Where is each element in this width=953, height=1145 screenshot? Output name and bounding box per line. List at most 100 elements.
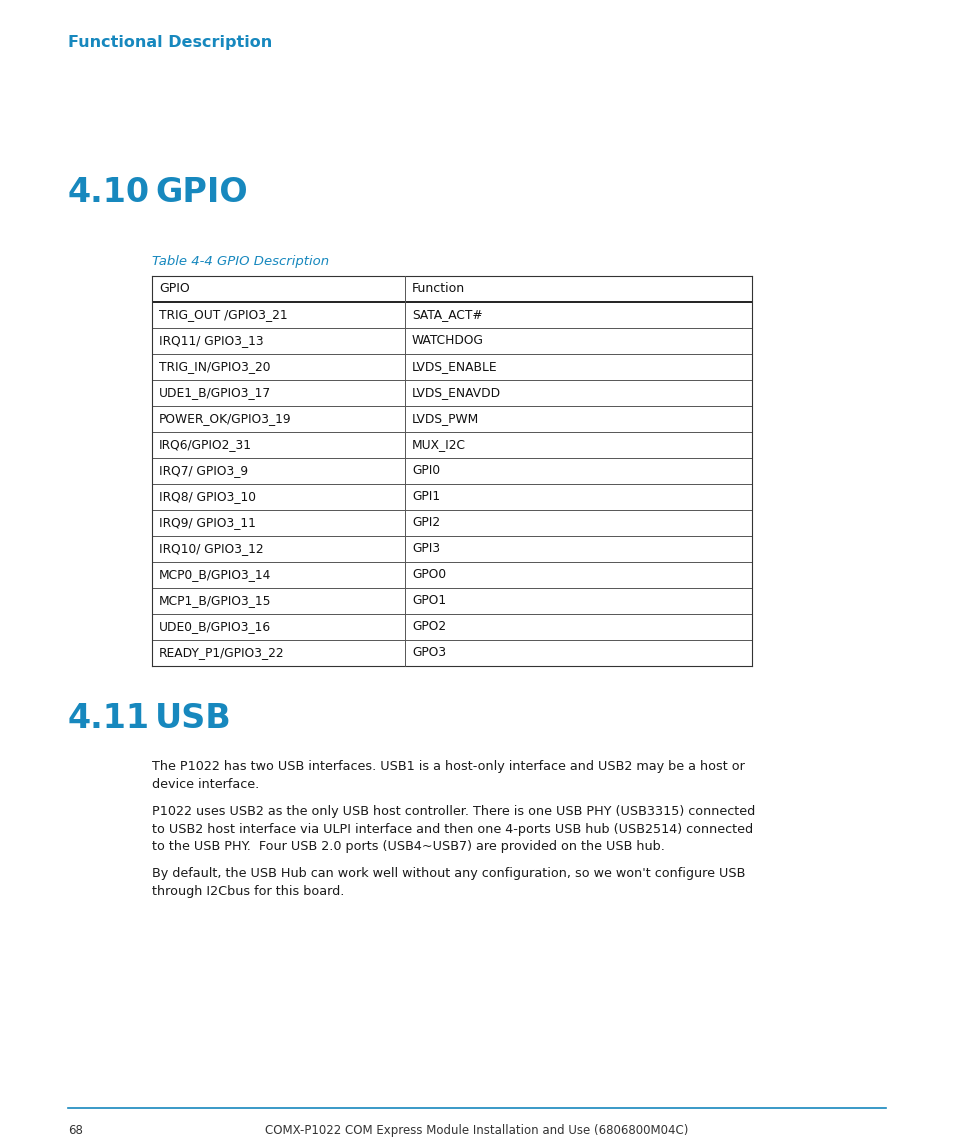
Bar [419, 47, 429, 63]
Bar [629, 26, 639, 42]
Text: IRQ9/ GPIO3_11: IRQ9/ GPIO3_11 [159, 516, 255, 529]
Bar [929, 26, 938, 42]
Bar [152, 276, 751, 666]
Text: IRQ11/ GPIO3_13: IRQ11/ GPIO3_13 [159, 334, 263, 347]
Text: to USB2 host interface via ULPI interface and then one 4-ports USB hub (USB2514): to USB2 host interface via ULPI interfac… [152, 822, 752, 836]
Bar [90, 26, 99, 42]
Bar [194, 5, 204, 21]
Bar [165, 26, 173, 42]
Bar [75, 47, 84, 63]
Bar [764, 5, 773, 21]
Bar [749, 5, 759, 21]
Bar [615, 47, 623, 63]
Text: Functional Description: Functional Description [68, 34, 272, 49]
Bar [15, 47, 24, 63]
Bar [225, 26, 233, 42]
Bar [824, 5, 833, 21]
Bar [254, 47, 264, 63]
Bar [615, 26, 623, 42]
Bar [749, 26, 759, 42]
Bar [150, 47, 159, 63]
Bar [675, 5, 683, 21]
Bar [345, 26, 354, 42]
Text: 4.10: 4.10 [68, 175, 150, 208]
Bar [884, 26, 893, 42]
Bar [435, 26, 443, 42]
Bar [510, 26, 518, 42]
Bar [629, 5, 639, 21]
Bar [435, 5, 443, 21]
Bar [644, 47, 654, 63]
Bar [210, 26, 219, 42]
Bar [105, 47, 113, 63]
Text: LVDS_PWM: LVDS_PWM [412, 412, 478, 426]
Text: to the USB PHY.  Four USB 2.0 ports (USB4~USB7) are provided on the USB hub.: to the USB PHY. Four USB 2.0 ports (USB4… [152, 840, 664, 853]
Text: By default, the USB Hub can work well without any configuration, so we won't con: By default, the USB Hub can work well wi… [152, 868, 744, 881]
Bar [539, 5, 548, 21]
Bar [314, 47, 324, 63]
Bar [120, 5, 129, 21]
Bar [689, 26, 699, 42]
Text: MUX_I2C: MUX_I2C [412, 439, 465, 451]
Bar [90, 47, 99, 63]
Bar [375, 26, 384, 42]
Text: UDE1_B/GPIO3_17: UDE1_B/GPIO3_17 [159, 387, 271, 400]
Bar [524, 26, 534, 42]
Bar [330, 26, 338, 42]
Bar [345, 5, 354, 21]
Bar [599, 47, 608, 63]
Bar [75, 26, 84, 42]
Bar [45, 47, 54, 63]
Bar [854, 26, 863, 42]
Bar [464, 26, 474, 42]
Text: MCP0_B/GPIO3_14: MCP0_B/GPIO3_14 [159, 569, 271, 582]
Bar [659, 26, 668, 42]
Text: TRIG_IN/GPIO3_20: TRIG_IN/GPIO3_20 [159, 361, 271, 373]
Bar [869, 26, 878, 42]
Bar [314, 5, 324, 21]
Bar [704, 26, 713, 42]
Bar [794, 26, 803, 42]
Bar [15, 5, 24, 21]
Bar [599, 26, 608, 42]
Text: 4.11: 4.11 [68, 702, 150, 734]
Bar [720, 5, 728, 21]
Bar [569, 26, 578, 42]
Bar [914, 47, 923, 63]
Bar [270, 26, 278, 42]
Bar [899, 26, 908, 42]
Bar [464, 5, 474, 21]
Bar [854, 47, 863, 63]
Bar [150, 5, 159, 21]
Bar [944, 26, 953, 42]
Text: through I2Cbus for this board.: through I2Cbus for this board. [152, 885, 344, 898]
Bar [0, 0, 953, 131]
Bar [419, 26, 429, 42]
Bar [704, 47, 713, 63]
Bar [599, 5, 608, 21]
Bar [285, 5, 294, 21]
Bar [780, 26, 788, 42]
Bar [464, 47, 474, 63]
Bar [180, 26, 189, 42]
Text: Function: Function [412, 283, 465, 295]
Text: GPI1: GPI1 [412, 490, 439, 504]
Bar [555, 47, 563, 63]
Text: UDE0_B/GPIO3_16: UDE0_B/GPIO3_16 [159, 621, 271, 633]
Bar [615, 5, 623, 21]
Text: GPI0: GPI0 [412, 465, 439, 477]
Bar [105, 26, 113, 42]
Bar [194, 47, 204, 63]
Bar [330, 5, 338, 21]
Bar [734, 5, 743, 21]
Bar [0, 26, 9, 42]
Bar [644, 5, 654, 21]
Bar [510, 47, 518, 63]
Bar [824, 26, 833, 42]
Bar [210, 47, 219, 63]
Bar [254, 26, 264, 42]
Bar [60, 47, 69, 63]
Bar [780, 5, 788, 21]
Bar [30, 26, 39, 42]
Bar [45, 5, 54, 21]
